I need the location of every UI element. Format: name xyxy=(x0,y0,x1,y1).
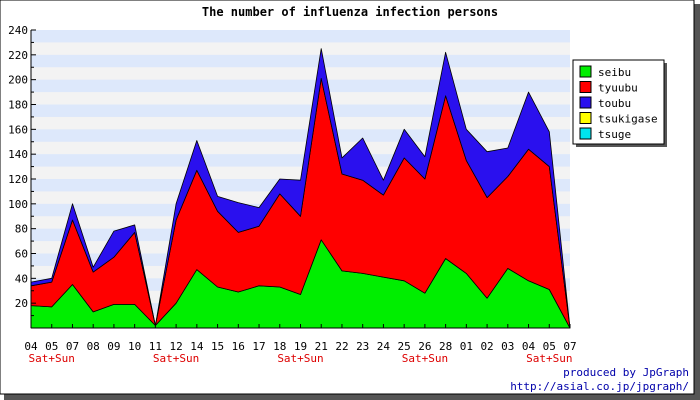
y-tick-label: 120 xyxy=(8,173,28,186)
x-tick-label: 26 xyxy=(418,340,431,353)
legend-swatch-tsukigase xyxy=(579,112,592,124)
y-axis-tick-labels: 20 40 60 80 100 120 140 160 180 200 220 240 xyxy=(8,24,28,310)
x-tick-label: 01 xyxy=(460,340,473,353)
chart-title: The number of influenza infection person… xyxy=(202,5,498,19)
y-tick-label: 140 xyxy=(8,148,28,161)
x-tick-label: 04 xyxy=(24,340,38,353)
x-tick-label: 04 xyxy=(522,340,536,353)
legend-label-tsuge: tsuge xyxy=(598,128,631,141)
x-tick-label: 12 xyxy=(169,340,182,353)
x-tick-label: 18 xyxy=(273,340,286,353)
legend-swatch-tsuge xyxy=(579,127,592,140)
x-tick-label: 03 xyxy=(501,340,514,353)
x-tick-label: 10 xyxy=(128,340,141,353)
x-axis-tick-labels: 04 05 07 08 09 10 11 12 14 15 16 17 18 19 21 22 23 24 25 26… xyxy=(24,340,576,353)
legend-swatch-seibu xyxy=(579,65,592,78)
x-tick-label: 05 xyxy=(543,340,556,353)
credit-line-2: http://asial.co.jp/jpgraph/ xyxy=(510,380,689,393)
y-tick-label: 200 xyxy=(8,74,28,87)
x-tick-label: 05 xyxy=(45,340,58,353)
weekend-labels: Sat+Sun Sat+Sun Sat+Sun Sat+Sun Sat+Sun xyxy=(29,352,573,365)
x-tick-label: 24 xyxy=(377,340,391,353)
x-tick-label: 08 xyxy=(87,340,100,353)
x-tick-label: 02 xyxy=(480,340,493,353)
weekend-label: Sat+Sun xyxy=(526,352,572,365)
legend-label-toubu: toubu xyxy=(598,97,631,110)
y-tick-label: 240 xyxy=(8,24,28,37)
y-tick-label: 40 xyxy=(15,272,28,285)
legend: seibu tyuubu toubu tsukigase tsuge xyxy=(572,59,667,147)
x-tick-label: 23 xyxy=(356,340,369,353)
legend-swatch-tyuubu xyxy=(579,81,592,93)
x-tick-label: 11 xyxy=(149,340,162,353)
series-area-toubu xyxy=(30,48,571,329)
y-tick-label: 220 xyxy=(8,49,28,62)
grid-band xyxy=(31,54,570,68)
legend-label-tsukigase: tsukigase xyxy=(598,113,658,126)
x-tick-label: 21 xyxy=(315,340,328,353)
axes xyxy=(30,29,571,329)
x-tick-label: 07 xyxy=(563,340,576,353)
y-tick-label: 100 xyxy=(8,198,28,211)
y-tick-label: 80 xyxy=(15,223,28,236)
y-tick-label: 60 xyxy=(15,248,28,261)
x-tick-label: 25 xyxy=(398,340,411,353)
weekend-label: Sat+Sun xyxy=(29,352,75,365)
legend-label-tyuubu: tyuubu xyxy=(598,82,638,95)
x-tick-label: 19 xyxy=(294,340,307,353)
weekend-label: Sat+Sun xyxy=(402,352,448,365)
y-tick-label: 20 xyxy=(15,297,28,310)
x-tick-label: 16 xyxy=(232,340,245,353)
x-tick-label: 15 xyxy=(211,340,224,353)
legend-items: seibu tyuubu toubu tsukigase tsuge xyxy=(579,65,658,141)
grid-band xyxy=(31,104,570,117)
grid-band xyxy=(31,30,570,43)
x-tick-label: 28 xyxy=(439,340,452,353)
x-tick-label: 07 xyxy=(66,340,79,353)
legend-label-seibu: seibu xyxy=(598,66,631,79)
y-tick-label: 160 xyxy=(8,123,28,136)
weekend-label: Sat+Sun xyxy=(277,352,323,365)
credit-line-1: produced by JpGraph xyxy=(563,366,689,379)
grid-band xyxy=(31,129,570,142)
x-tick-label: 14 xyxy=(190,340,204,353)
x-tick-label: 17 xyxy=(252,340,265,353)
x-tick-label: 22 xyxy=(335,340,348,353)
legend-swatch-toubu xyxy=(579,96,592,109)
y-tick-label: 180 xyxy=(8,99,28,112)
x-tick-label: 09 xyxy=(107,340,120,353)
weekend-label: Sat+Sun xyxy=(153,352,199,365)
grid-band xyxy=(31,79,570,93)
